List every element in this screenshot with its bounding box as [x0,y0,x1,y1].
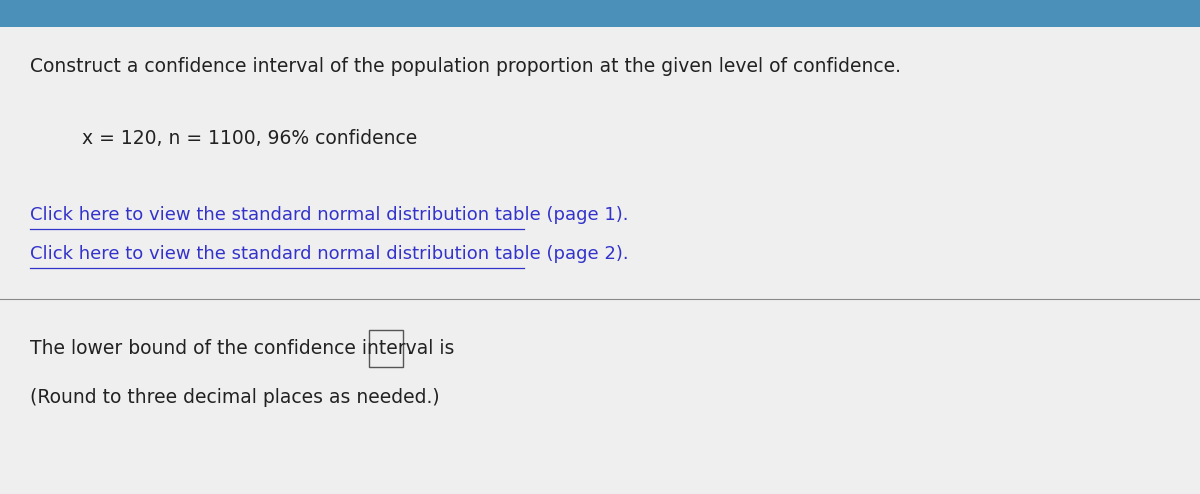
Text: (Round to three decimal places as needed.): (Round to three decimal places as needed… [30,388,439,407]
Text: Click here to view the standard normal distribution table (page 1).: Click here to view the standard normal d… [30,206,629,224]
Text: Construct a confidence interval of the population proportion at the given level : Construct a confidence interval of the p… [30,57,901,76]
Text: x = 120, n = 1100, 96% confidence: x = 120, n = 1100, 96% confidence [82,129,416,148]
Text: Click here to view the standard normal distribution table (page 2).: Click here to view the standard normal d… [30,246,629,263]
FancyBboxPatch shape [370,330,403,367]
Text: .: . [407,339,413,358]
FancyBboxPatch shape [0,0,1200,27]
Text: The lower bound of the confidence interval is: The lower bound of the confidence interv… [30,339,461,358]
